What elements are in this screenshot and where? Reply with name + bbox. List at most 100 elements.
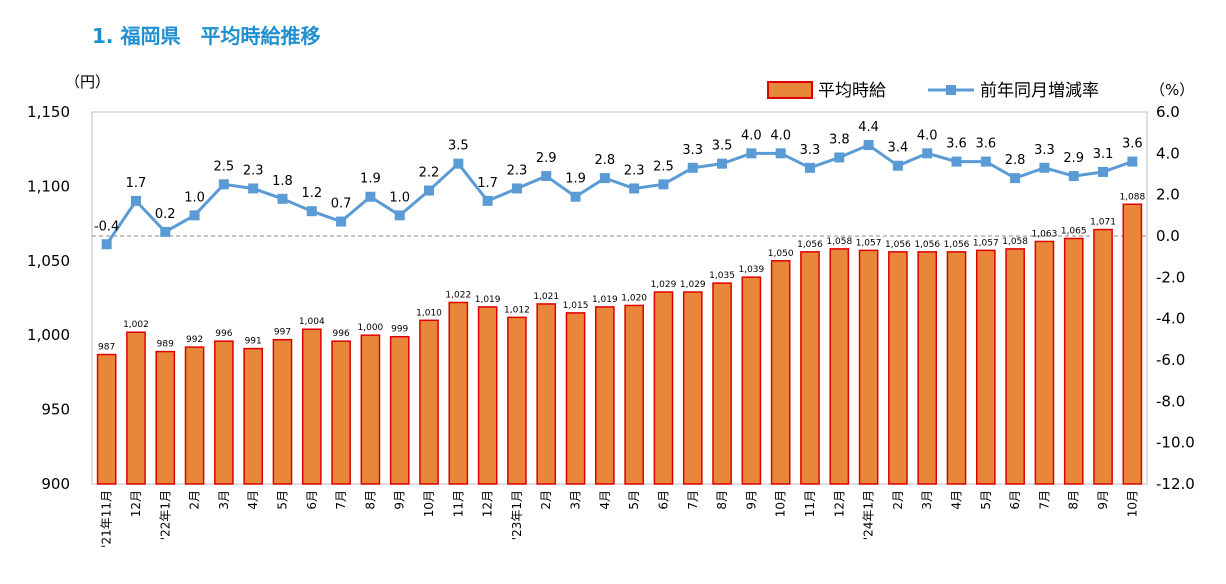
bar-value-label: 1,056	[797, 240, 823, 250]
rate-value-label: 3.3	[800, 143, 821, 158]
bar	[214, 340, 234, 485]
rate-value-label: 2.5	[653, 159, 674, 174]
rate-marker	[834, 152, 845, 163]
rate-marker	[746, 148, 757, 159]
bar	[360, 334, 381, 485]
bar-value-label: 999	[391, 325, 408, 335]
x-tick-label: 6月	[305, 490, 319, 510]
rate-value-label: 1.7	[126, 176, 147, 191]
x-axis-labels: '21年11月 12月 '22年1月 2月 3月 4月 5月 6月 7月 8月 9月 10月 11月 12…	[100, 490, 1140, 548]
rate-value-label: 3.8	[829, 132, 850, 147]
rate-marker	[306, 206, 317, 217]
x-tick-label: 8月	[363, 490, 377, 510]
left-axis: 900 950 1,000 1,050 1,100 1,150	[27, 103, 70, 493]
bar	[331, 340, 351, 485]
right-tick-label: 6.0	[1156, 103, 1180, 121]
bar	[272, 338, 293, 485]
legend-bar-swatch	[767, 81, 813, 99]
rate-marker	[687, 162, 698, 173]
right-tick-label: -12.0	[1156, 475, 1195, 493]
bar-value-label: 1,056	[914, 240, 940, 250]
x-tick-label: 11月	[451, 490, 465, 517]
rate-marker	[394, 210, 405, 221]
bar	[126, 331, 146, 485]
rate-value-label: 3.6	[946, 137, 967, 152]
x-tick-label: 7月	[1037, 490, 1051, 510]
rate-marker	[980, 156, 991, 167]
x-tick-label: 5月	[627, 490, 641, 510]
rate-marker	[863, 140, 874, 151]
rate-marker	[599, 173, 610, 184]
bar	[507, 316, 527, 485]
x-tick-label: 6月	[656, 490, 670, 510]
rate-value-label: 3.3	[1034, 143, 1055, 158]
rate-value-label: 3.6	[1122, 137, 1143, 152]
bar-value-label: 1,071	[1090, 218, 1116, 228]
x-tick-label: 10月	[1125, 490, 1139, 517]
x-tick-label: 4月	[246, 490, 260, 510]
rate-marker	[717, 158, 728, 169]
rate-marker	[365, 191, 376, 202]
bar-value-label: 1,010	[416, 308, 442, 318]
x-tick-label: 9月	[393, 490, 407, 510]
left-tick-label: 1,100	[27, 177, 70, 195]
x-tick-label: '23年1月	[510, 490, 524, 540]
bar-value-label: 1,019	[592, 295, 618, 305]
bar-value-label: 1,039	[738, 265, 764, 275]
rate-value-label: 3.6	[975, 137, 996, 152]
bar	[946, 251, 967, 485]
bar-value-label: 1,056	[885, 240, 911, 250]
rate-value-label: 2.5	[214, 159, 235, 174]
bar-value-label: 1,004	[299, 317, 325, 327]
bar-value-label: 1,063	[1032, 229, 1058, 239]
bar	[536, 303, 557, 485]
bar-value-label: 1,050	[768, 249, 794, 259]
x-tick-label: 8月	[715, 490, 729, 510]
bar	[243, 347, 264, 485]
line-series: -0.4 1.7 0.2 1.0 2.5 2.3 1.8 1.2 0.7 1.9 1.0 2.2 3.5…	[94, 120, 1143, 250]
bar	[858, 249, 879, 485]
legend: 平均時給 前年同月増減率	[767, 81, 1099, 101]
right-axis: -12.0 -10.0 -8.0 -6.0 -4.0 -2.0 0.0 2.0 4.0 6.0	[1156, 103, 1195, 493]
rate-value-label: 3.4	[888, 141, 909, 156]
bar-value-label: 987	[98, 343, 115, 353]
bar	[770, 260, 791, 485]
bar-value-label: 1,057	[973, 238, 999, 248]
bar	[595, 306, 615, 485]
right-tick-label: -2.0	[1156, 268, 1185, 286]
bar-value-label: 1,065	[1061, 226, 1087, 236]
legend-line-label: 前年同月増減率	[980, 81, 1099, 101]
rate-value-label: 1.0	[389, 190, 410, 205]
bar-value-label: 1,012	[504, 305, 530, 315]
bar-value-label: 989	[157, 340, 174, 350]
right-tick-label: -4.0	[1156, 310, 1185, 328]
rate-value-label: 1.9	[360, 172, 381, 187]
rate-marker	[336, 216, 347, 227]
bar	[829, 248, 850, 485]
rate-value-label: 1.8	[272, 174, 293, 189]
right-tick-label: 0.0	[1156, 227, 1180, 245]
rate-value-label: -0.4	[94, 219, 119, 234]
bar-value-label: 1,021	[533, 292, 559, 302]
x-tick-label: 4月	[950, 490, 964, 510]
rate-value-label: 4.0	[770, 128, 791, 143]
x-tick-label: 9月	[744, 490, 758, 510]
x-tick-label: 10月	[422, 490, 436, 517]
legend-line-marker	[946, 85, 956, 95]
x-tick-label: 3月	[217, 490, 231, 510]
rate-marker	[629, 183, 640, 194]
right-tick-label: 2.0	[1156, 186, 1180, 204]
rate-value-label: 1.0	[184, 190, 205, 205]
plot-area	[91, 111, 1148, 485]
rate-line	[105, 143, 1133, 246]
rate-marker	[248, 183, 259, 194]
rate-value-label: 2.9	[536, 151, 557, 166]
rate-marker	[482, 195, 493, 206]
left-tick-label: 950	[41, 401, 70, 419]
bar	[800, 251, 820, 485]
bar-value-label: 1,058	[1002, 237, 1028, 247]
bar-value-label: 1,058	[826, 237, 852, 247]
rate-value-label: 1.2	[301, 186, 322, 201]
x-tick-label: 2月	[891, 490, 905, 510]
